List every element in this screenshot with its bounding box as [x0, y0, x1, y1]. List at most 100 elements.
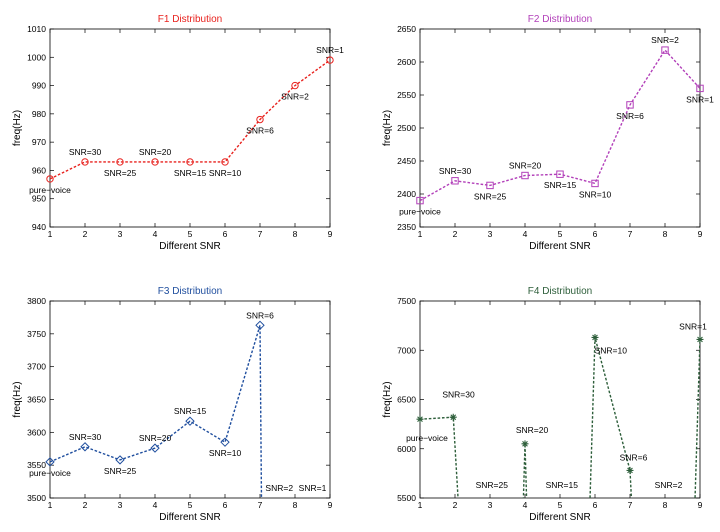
f3-x-tick-label: 5 — [188, 500, 193, 510]
f3-y-tick-label: 3750 — [27, 329, 46, 339]
f4-point-label: SNR=15 — [546, 480, 579, 490]
f2-data-point — [556, 170, 564, 178]
f1-data-point — [186, 158, 194, 166]
f1-data-point — [256, 115, 264, 124]
f1-y-axis-label: freq(Hz) — [12, 110, 23, 146]
f1-x-tick-label: 7 — [258, 229, 263, 239]
f4-data-point — [521, 440, 529, 448]
f3-data-point — [255, 320, 265, 331]
f2-point-label: SNR=1 — [686, 94, 714, 104]
f4-x-axis-label: Different SNR — [529, 512, 591, 523]
f3-y-tick-label: 3700 — [27, 362, 46, 372]
f2-y-tick-label: 2650 — [397, 24, 416, 34]
f1-point-label: SNR=10 — [209, 168, 242, 178]
f2-point-label: SNR=30 — [439, 166, 472, 176]
f1-point-label: SNR=30 — [69, 147, 102, 157]
f3-point-label: SNR=15 — [174, 406, 207, 416]
f1-x-tick-label: 5 — [188, 229, 193, 239]
f2-y-tick-label: 2550 — [397, 90, 416, 100]
f2-chart: 1 2 3 4 5 6 7 8 9 2350 2400 2450 2500 2550 2600 2650 F2 … — [382, 14, 714, 252]
f3-data-point — [45, 457, 55, 467]
f3-y-tick-label: 3500 — [27, 493, 46, 503]
f3-data-point — [220, 437, 230, 447]
f4-y-tick-label: 5500 — [397, 493, 416, 503]
f1-chart: 1 2 3 4 5 6 7 8 9 940 950 960 970 980 990 1000 1010 F1 Di… — [12, 14, 344, 252]
f3-y-tick-label: 3800 — [27, 296, 46, 306]
f3-data-point — [185, 416, 195, 426]
f2-x-tick-label: 9 — [698, 229, 703, 239]
f4-x-tick-label: 3 — [488, 500, 493, 510]
f1-data-point — [326, 56, 334, 64]
f3-x-tick-label: 9 — [328, 500, 333, 510]
f1-point-label: SNR=15 — [174, 168, 207, 178]
f2-plot-frame — [419, 28, 701, 228]
f2-x-tick-label: 8 — [663, 229, 668, 239]
f3-x-tick-label: 6 — [223, 500, 228, 510]
f2-point-label: SNR=10 — [579, 189, 612, 199]
f2-x-tick-label: 2 — [453, 229, 458, 239]
f2-point-label: SNR=20 — [509, 161, 542, 171]
f1-y-tick-label: 950 — [32, 194, 46, 204]
f2-point-label: pure−voice — [399, 207, 441, 217]
f2-y-axis-label: freq(Hz) — [382, 110, 393, 146]
f3-point-label: SNR=10 — [209, 448, 242, 458]
f2-x-tick-label: 1 — [418, 229, 423, 239]
f4-y-axis-label: freq(Hz) — [382, 381, 393, 417]
f2-data-point — [416, 196, 424, 205]
f1-data-point — [116, 158, 124, 166]
f2-data-point — [696, 84, 704, 93]
f2-x-tick-label: 3 — [488, 229, 493, 239]
f3-series-line — [50, 325, 263, 498]
f4-x-tick-label: 2 — [453, 500, 458, 510]
f1-y-tick-label: 990 — [32, 81, 46, 91]
f3-x-axis-label: Different SNR — [159, 512, 221, 523]
f2-data-point — [451, 177, 459, 185]
f4-x-tick-label: 5 — [558, 500, 563, 510]
f2-data-point — [486, 181, 494, 190]
f4-x-tick-label: 1 — [418, 500, 423, 510]
f3-point-label: SNR=25 — [104, 466, 137, 476]
f4-data-point — [416, 415, 424, 423]
f2-x-tick-label: 4 — [523, 229, 528, 239]
f1-y-tick-label: 970 — [32, 137, 46, 147]
f1-point-label: pure−voice — [29, 185, 71, 195]
f4-point-label: SNR=25 — [476, 480, 509, 490]
f1-y-tick-label: 980 — [32, 109, 46, 119]
f1-point-label: SNR=6 — [246, 126, 274, 136]
f1-x-tick-label: 3 — [118, 229, 123, 239]
f4-point-label: SNR=30 — [442, 389, 475, 399]
f4-title: F4 Distribution — [528, 286, 592, 297]
f1-x-tick-label: 9 — [328, 229, 333, 239]
f4-data-point — [449, 413, 457, 421]
f1-title: F1 Distribution — [158, 14, 222, 25]
f2-x-tick-label: 6 — [593, 229, 598, 239]
f4-point-label: SNR=10 — [595, 345, 628, 355]
f4-point-label: SNR=6 — [620, 452, 648, 462]
f1-x-tick-label: 1 — [48, 229, 53, 239]
f3-chart: 1 2 3 4 5 6 7 8 9 3500 3550 3600 3650 3700 3750 3800 F3 … — [12, 286, 333, 523]
f1-x-tick-label: 4 — [153, 229, 158, 239]
f4-data-point — [591, 333, 599, 341]
f4-chart: 1 2 3 4 5 6 7 8 9 5500 6000 6500 7000 7500 F4 Distribu… — [382, 286, 707, 523]
f1-x-tick-label: 6 — [223, 229, 228, 239]
f1-point-label: SNR=20 — [139, 147, 172, 157]
f3-x-tick-label: 7 — [258, 500, 263, 510]
f1-data-point — [81, 158, 89, 166]
f1-point-label: SNR=25 — [104, 168, 137, 178]
f4-data-point — [626, 466, 634, 474]
f2-x-tick-label: 7 — [628, 229, 633, 239]
f3-data-point — [150, 443, 160, 453]
f1-x-axis-label: Different SNR — [159, 241, 221, 252]
f4-point-label: SNR=2 — [655, 480, 683, 490]
f3-x-tick-label: 4 — [153, 500, 158, 510]
f3-point-label: SNR=20 — [139, 433, 172, 443]
f3-point-label: SNR=1 — [299, 483, 327, 493]
f4-point-label: pure−voice — [406, 433, 448, 443]
f3-y-tick-label: 3600 — [27, 427, 46, 437]
f1-series-line — [50, 59, 330, 180]
f4-series-line — [420, 337, 700, 498]
f2-title: F2 Distribution — [528, 14, 592, 25]
f3-x-tick-label: 8 — [293, 500, 298, 510]
f2-x-tick-label: 5 — [558, 229, 563, 239]
